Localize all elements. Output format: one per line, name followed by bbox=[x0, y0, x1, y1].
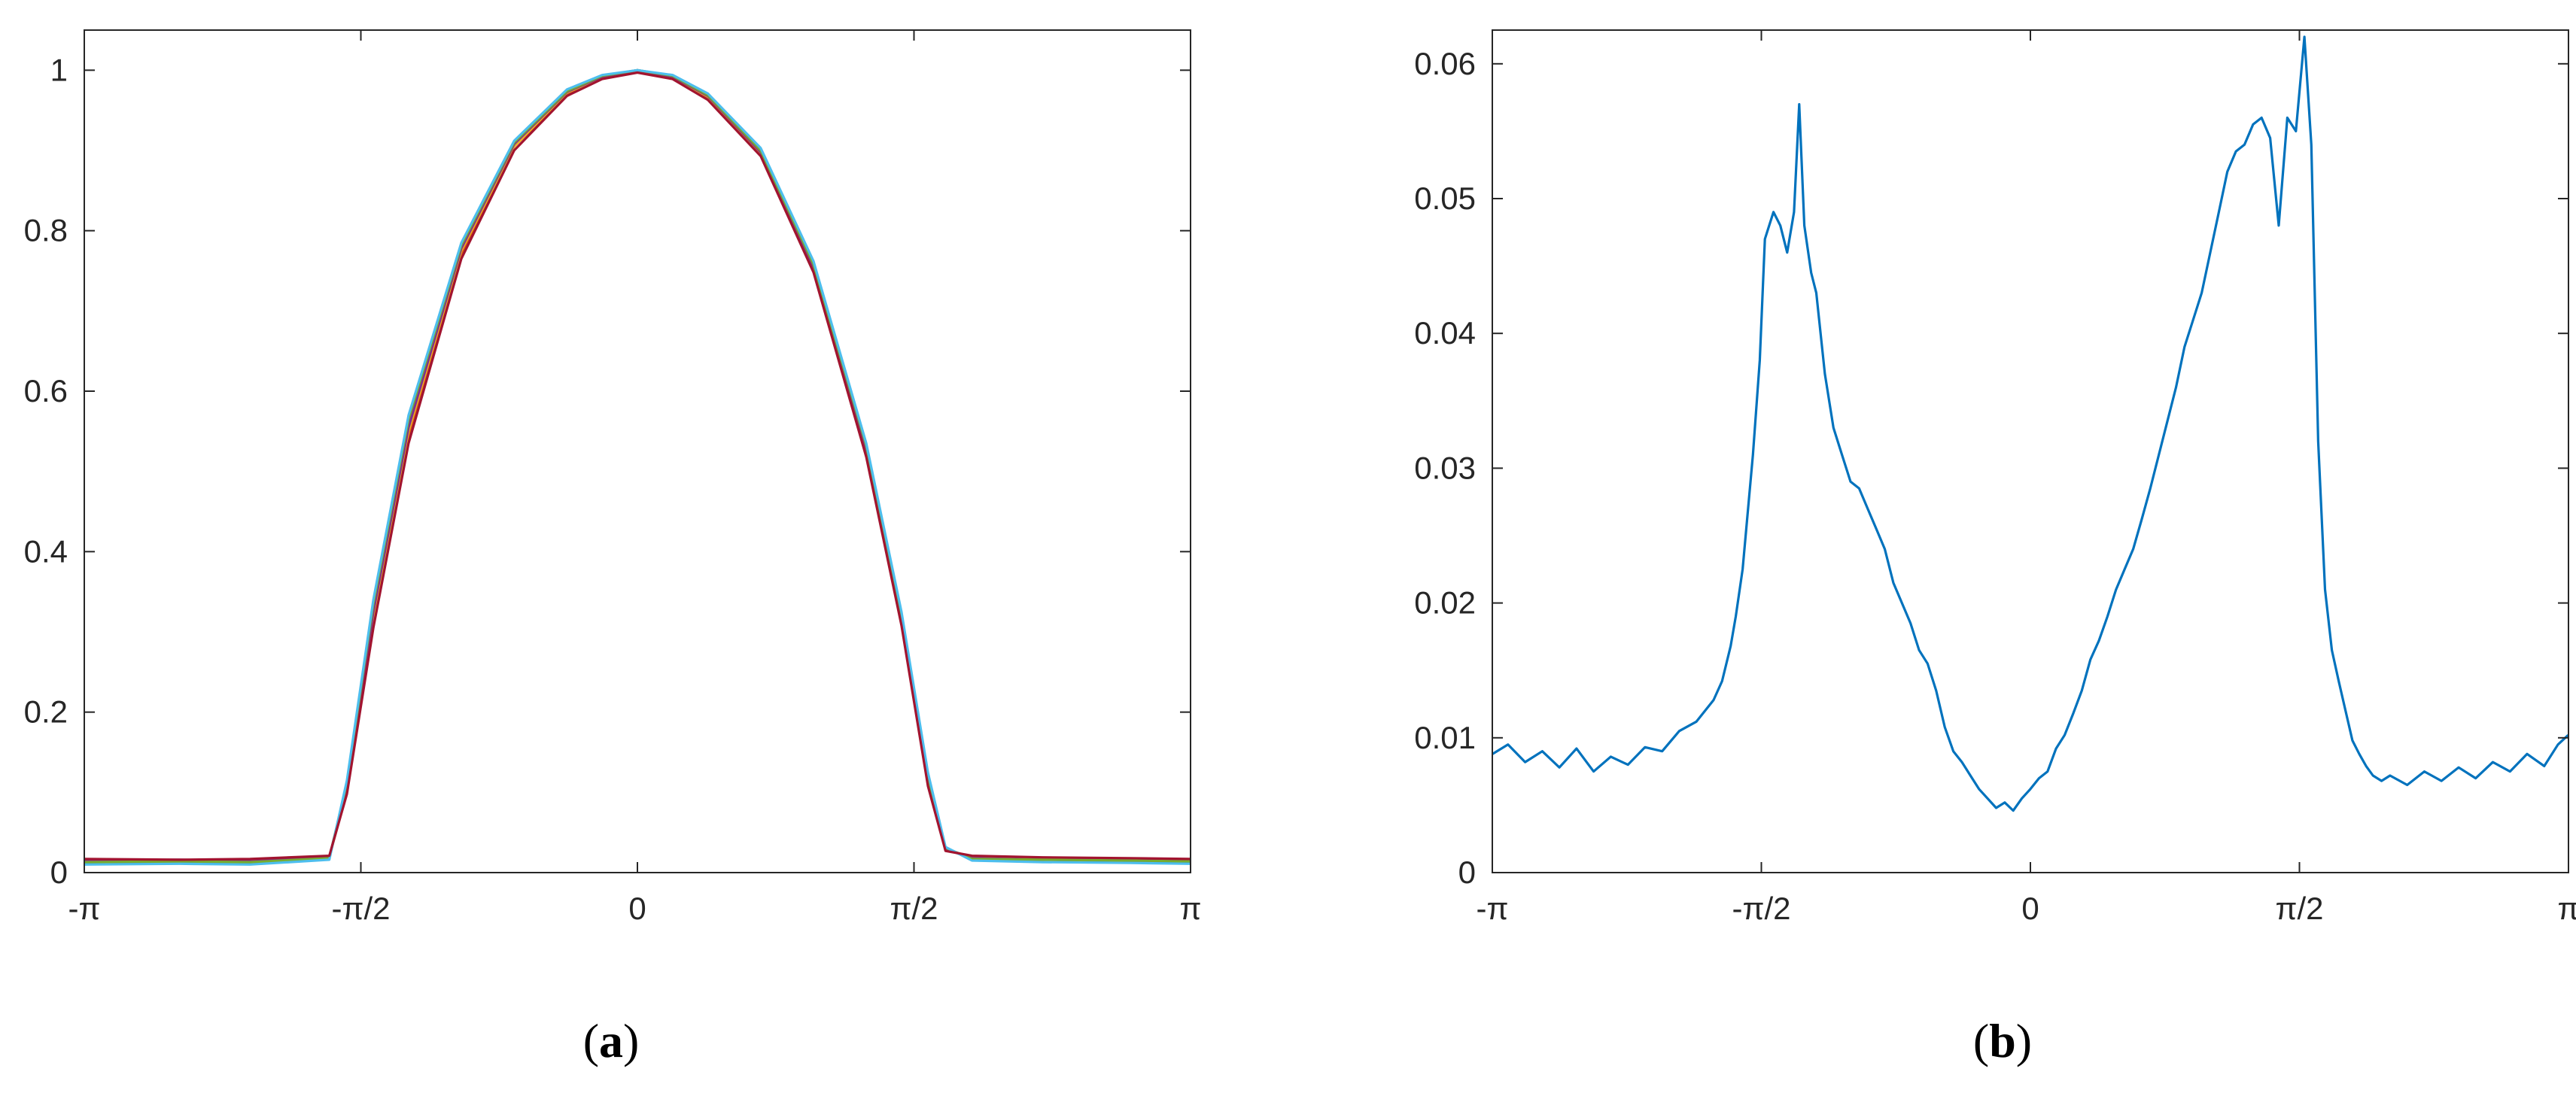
y-tick-label: 0 bbox=[50, 855, 68, 890]
panel-b: -π -π/2 0 π/2 π 0 0.01 0.02 0.03 0.04 0.05 0.06 bbox=[1414, 29, 2576, 926]
x-tick-label: 0 bbox=[2021, 891, 2039, 926]
series-line-2 bbox=[84, 70, 1191, 862]
x-tick-label: -π bbox=[1477, 891, 1509, 926]
y-tick-label: 0.04 bbox=[1414, 315, 1476, 351]
y-tick-label: 0.4 bbox=[24, 533, 68, 569]
axes-box bbox=[1492, 29, 2569, 873]
x-tick-label: 0 bbox=[628, 891, 646, 926]
y-tick-label: 0.01 bbox=[1414, 720, 1476, 755]
y-tick-label: 0.06 bbox=[1414, 46, 1476, 81]
svg-text:(a): (a) bbox=[583, 1014, 640, 1067]
series-line-5 bbox=[84, 68, 1191, 864]
series-line-1 bbox=[1492, 35, 2569, 812]
series-line-1 bbox=[84, 68, 1191, 864]
series-line-7 bbox=[84, 71, 1191, 861]
y-tick-label: 0.03 bbox=[1414, 450, 1476, 485]
y-tick-label: 0.8 bbox=[24, 213, 68, 248]
caption-a-label: a bbox=[599, 1014, 623, 1067]
x-tick-label: π bbox=[1180, 891, 1202, 926]
x-tick-label: π/2 bbox=[2275, 891, 2323, 926]
x-tick-label: -π/2 bbox=[331, 891, 390, 926]
y-tick-label: 0.2 bbox=[24, 694, 68, 730]
caption-b-label: b bbox=[1989, 1014, 2016, 1067]
caption-a: (a) bbox=[583, 1014, 640, 1067]
x-tick-label: -π/2 bbox=[1732, 891, 1790, 926]
series-line-6 bbox=[84, 68, 1191, 866]
x-tick-label: π/2 bbox=[890, 891, 938, 926]
x-tick-label: π bbox=[2558, 891, 2576, 926]
axes-box bbox=[84, 29, 1191, 873]
x-tick-label: -π bbox=[68, 891, 101, 926]
panel-a: -π -π/2 0 π/2 π 0 0.2 0.4 0.6 0.8 1 bbox=[24, 29, 1202, 926]
svg-text:(b): (b) bbox=[1973, 1014, 2032, 1067]
y-tick-label: 0.6 bbox=[24, 373, 68, 408]
y-tick-label: 0 bbox=[1458, 855, 1476, 890]
y-tick-label: 0.05 bbox=[1414, 181, 1476, 216]
caption-b: (b) bbox=[1973, 1014, 2032, 1067]
y-tick-label: 0.02 bbox=[1414, 585, 1476, 621]
series-line-3 bbox=[84, 69, 1191, 863]
y-tick-label: 1 bbox=[50, 52, 68, 87]
series-line-4 bbox=[84, 68, 1191, 863]
